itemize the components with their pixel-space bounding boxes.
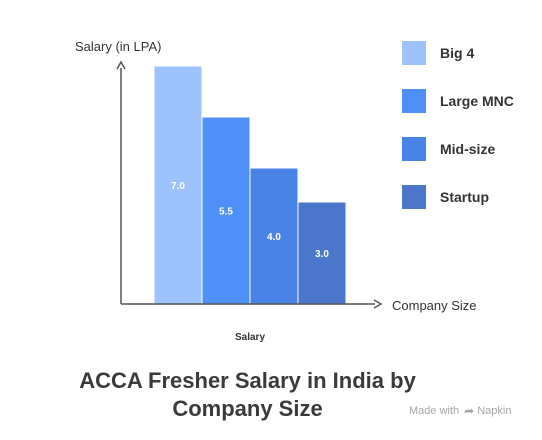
bar-startup — [297, 201, 347, 305]
legend-item: Mid-size — [402, 137, 537, 161]
napkin-feather-icon: ➦ — [464, 404, 475, 418]
legend-item: Large MNC — [402, 89, 537, 113]
chart-title-line-1: ACCA Fresher Salary in India by — [79, 368, 416, 393]
legend-label: Mid-size — [440, 141, 496, 157]
bar-big-4 — [153, 65, 203, 305]
legend-item: Big 4 — [402, 41, 537, 65]
legend: Big 4 Large MNC Mid-size Startup — [402, 41, 537, 233]
legend-swatch — [402, 41, 426, 65]
bar-value-label: 4.0 — [267, 232, 281, 243]
chart-title: ACCA Fresher Salary in India by Company … — [40, 367, 455, 423]
legend-item: Startup — [402, 185, 537, 209]
legend-label: Large MNC — [440, 93, 514, 109]
bar-value-label: 5.5 — [219, 207, 233, 218]
legend-label: Startup — [440, 189, 489, 205]
watermark-brand: Napkin — [477, 405, 512, 417]
y-axis-label: Salary (in LPA) — [75, 39, 161, 54]
bar-mid-size — [249, 167, 299, 305]
bar-value-label: 3.0 — [315, 249, 329, 260]
y-axis-arrow-icon — [116, 60, 126, 70]
value-labels-group: 7.0 5.5 4.0 3.0 — [171, 181, 329, 260]
bar-large-mnc — [201, 116, 251, 305]
x-axis-arrow-icon — [373, 299, 383, 309]
legend-swatch — [402, 137, 426, 161]
bar-value-label: 7.0 — [171, 181, 185, 192]
x-axis-label: Company Size — [392, 298, 477, 313]
legend-label: Big 4 — [440, 45, 475, 61]
axis-caption: Salary — [235, 332, 265, 343]
legend-swatch — [402, 89, 426, 113]
chart-title-line-2: Company Size — [172, 396, 323, 421]
bars-group — [153, 65, 347, 305]
made-with-napkin-watermark[interactable]: Made with ➦ Napkin — [409, 405, 511, 417]
watermark-prefix: Made with — [409, 405, 460, 417]
legend-swatch — [402, 185, 426, 209]
